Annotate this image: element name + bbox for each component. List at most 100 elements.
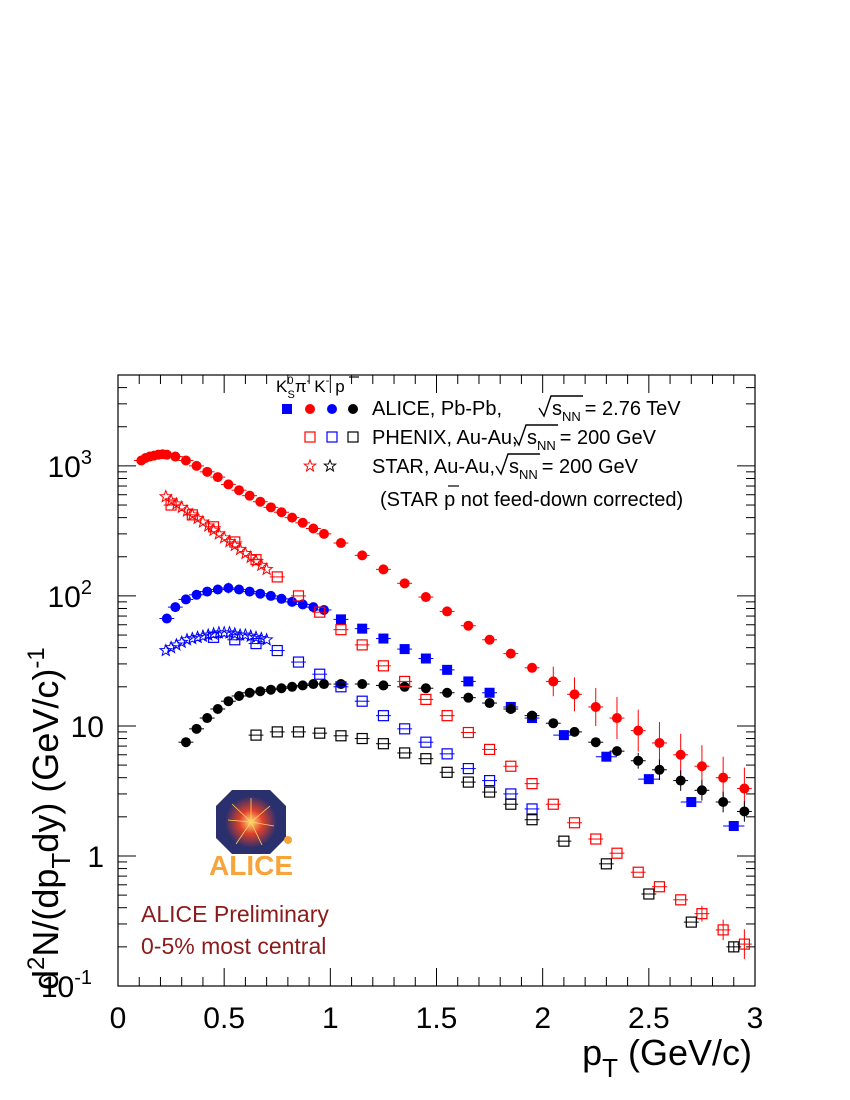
data-point <box>463 620 474 631</box>
y-tick-label: 103 <box>48 447 93 484</box>
data-point <box>675 775 686 786</box>
data-point <box>180 594 191 605</box>
legend-marker <box>305 404 315 414</box>
data-point <box>600 858 612 870</box>
data-point <box>442 664 453 675</box>
data-point <box>190 630 205 644</box>
data-point <box>250 729 262 741</box>
data-point <box>276 683 287 694</box>
data-point <box>611 713 622 724</box>
data-point <box>675 894 687 906</box>
data-point <box>297 680 308 691</box>
data-point <box>420 592 431 603</box>
data-point <box>276 507 287 518</box>
data-point <box>287 512 298 523</box>
legend-marker <box>322 458 338 473</box>
data-point <box>441 748 453 760</box>
data-point <box>484 634 495 645</box>
y-tick-label: 10 <box>71 711 104 744</box>
series-alice-pi- <box>133 449 752 810</box>
legend-marker <box>348 404 358 414</box>
data-point <box>569 689 580 700</box>
x-tick-label: 0 <box>110 1002 127 1035</box>
data-point <box>653 881 666 893</box>
annotation-centrality: 0-5% most central <box>141 933 326 959</box>
data-point <box>202 586 213 597</box>
data-point <box>357 679 368 690</box>
data-point <box>201 627 216 642</box>
data-point <box>335 624 347 636</box>
data-point <box>463 692 474 703</box>
data-point <box>601 751 612 762</box>
data-point <box>548 718 559 729</box>
data-point <box>399 644 410 655</box>
data-point <box>377 660 390 672</box>
data-point <box>335 730 347 742</box>
data-point <box>356 695 368 707</box>
data-point <box>238 546 253 560</box>
data-point <box>643 774 654 785</box>
data-point <box>244 490 255 501</box>
data-point <box>357 623 368 634</box>
data-point <box>174 634 189 649</box>
data-point <box>463 676 474 687</box>
data-point <box>526 814 538 826</box>
data-point <box>180 455 191 466</box>
series-alice-k- <box>159 582 332 624</box>
legend-marker <box>347 431 359 443</box>
series-star-pi- <box>158 489 274 576</box>
data-point <box>527 662 538 673</box>
data-point <box>255 588 266 599</box>
legend-energy-phenix: sNN = 200 GeV <box>527 427 657 453</box>
data-point <box>728 821 739 832</box>
data-point <box>164 640 179 654</box>
data-point <box>202 713 213 724</box>
data-point <box>195 628 210 643</box>
data-point <box>632 866 644 878</box>
data-point <box>643 888 655 900</box>
x-tick-label: 2.5 <box>628 1002 670 1035</box>
data-point <box>357 550 368 561</box>
data-point <box>462 726 474 739</box>
x-tick-label: 2 <box>534 1002 551 1035</box>
data-point <box>276 593 287 604</box>
data-point <box>686 797 697 808</box>
data-point <box>308 523 319 534</box>
data-point <box>547 798 559 810</box>
data-point <box>378 564 389 575</box>
annotation-preliminary: ALICE Preliminary <box>141 901 329 927</box>
legend-marker <box>327 404 337 414</box>
series-alice-ks0 <box>333 614 745 832</box>
data-point <box>255 686 266 697</box>
data-point <box>287 596 298 607</box>
alice-logo-text: ALICE <box>209 850 293 881</box>
data-point <box>483 743 496 756</box>
data-point <box>717 924 729 936</box>
data-point <box>399 675 411 688</box>
data-point <box>335 614 346 625</box>
legend-marker <box>304 431 316 443</box>
axis-ticks <box>117 374 756 987</box>
data-point <box>505 648 516 659</box>
data-point <box>223 696 234 707</box>
data-point <box>335 538 346 549</box>
data-point <box>420 683 431 694</box>
data-point <box>420 653 431 664</box>
y-tick-label: 10-1 <box>41 967 92 1004</box>
legend-note: (STAR p not feed-down corrected) <box>380 489 683 511</box>
data-point <box>229 634 241 646</box>
data-point <box>611 847 623 859</box>
data-point <box>195 514 210 529</box>
alice-logo-tracks <box>227 798 275 846</box>
data-point <box>244 586 255 597</box>
data-point <box>212 584 223 595</box>
data-marks <box>133 449 752 959</box>
x-tick-label: 1 <box>322 1002 339 1035</box>
data-point <box>483 774 496 787</box>
data-point <box>234 485 245 496</box>
data-point <box>212 472 223 483</box>
data-point <box>297 599 308 610</box>
legend-marker <box>302 458 318 473</box>
data-point <box>234 690 245 701</box>
data-point <box>526 803 538 815</box>
